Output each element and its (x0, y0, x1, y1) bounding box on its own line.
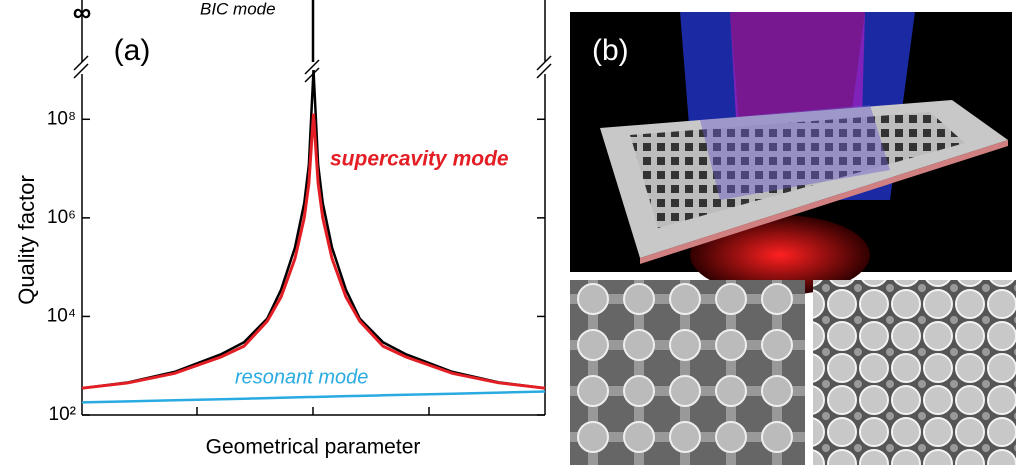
panel-label: (b) (592, 34, 629, 67)
series-label: resonant mode (235, 366, 368, 388)
series-line (81, 113, 546, 390)
series-label: BIC mode (200, 0, 276, 18)
x-axis-label: Geometrical parameter (206, 436, 421, 459)
series-line (81, 69, 546, 390)
y-tick-label: 10⁸ (47, 108, 76, 129)
panel-label: (a) (114, 34, 151, 67)
axis-frame (73, 0, 552, 416)
chart: (a) ∞ Geometrical parameter Quality fact… (14, 0, 552, 459)
y-axis-label: Quality factor (14, 175, 39, 305)
sem-image (813, 280, 1016, 465)
series-line (81, 390, 546, 404)
render-panel: (b) (570, 12, 1012, 295)
series-label: supercavity mode (330, 148, 509, 171)
y-tick-label: 10² (49, 404, 76, 425)
y-tick-label: 10⁴ (47, 305, 76, 326)
y-tick-label: 10⁶ (47, 207, 76, 228)
images: (b) (570, 12, 1016, 465)
sem-image (570, 280, 805, 465)
